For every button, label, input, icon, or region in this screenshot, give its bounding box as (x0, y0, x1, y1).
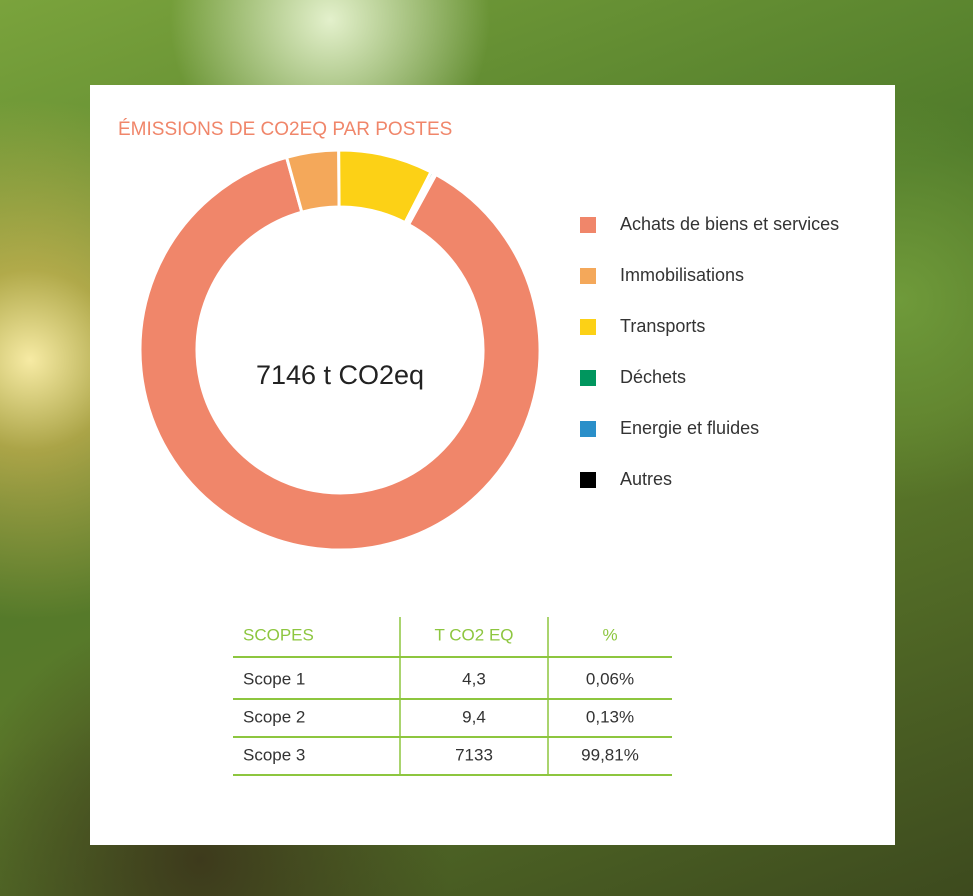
chart-title: ÉMISSIONS DE CO2EQ PAR POSTES (118, 119, 452, 140)
table-cell: 99,81% (581, 745, 639, 764)
legend-label: Transports (620, 316, 705, 336)
table-cell: % (602, 625, 617, 644)
table-cell: T CO2 EQ (434, 625, 513, 644)
row-label: SCOPES (243, 625, 314, 644)
row-label: Scope 2 (243, 707, 305, 726)
table-cell: 0,13% (586, 707, 634, 726)
legend-swatch (580, 217, 596, 233)
table-cell: 9,4 (462, 707, 486, 726)
donut-segment (140, 157, 540, 550)
table-cell: 7133 (455, 745, 493, 764)
row-label: Scope 1 (243, 669, 305, 688)
legend-label: Achats de biens et services (620, 214, 839, 234)
legend-label: Energie et fluides (620, 418, 759, 438)
legend-swatch (580, 268, 596, 284)
table-cell: 0,06% (586, 669, 634, 688)
page: ÉMISSIONS DE CO2EQ PAR POSTES 7146 t CO2… (0, 0, 973, 896)
legend-swatch (580, 370, 596, 386)
legend-label: Autres (620, 469, 672, 489)
table-cell: 4,3 (462, 669, 486, 688)
legend-label: Immobilisations (620, 265, 744, 285)
row-label: Scope 3 (243, 745, 305, 764)
legend-swatch (580, 421, 596, 437)
chart: ÉMISSIONS DE CO2EQ PAR POSTES 7146 t CO2… (0, 0, 973, 896)
legend-label: Déchets (620, 367, 686, 387)
legend-swatch (580, 319, 596, 335)
legend-swatch (580, 472, 596, 488)
center-label: 7146 t CO2eq (256, 360, 424, 390)
